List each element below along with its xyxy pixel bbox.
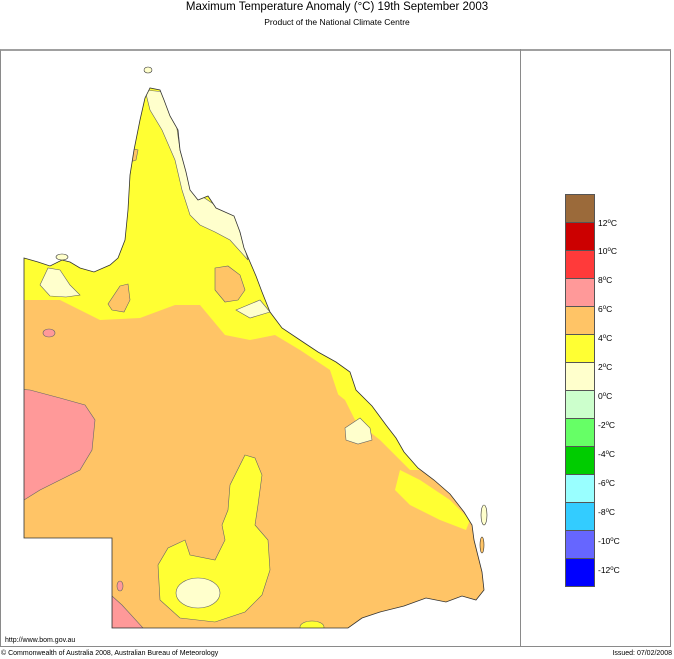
- legend-swatch-0-2: [566, 363, 594, 391]
- legend-swatch-gt12: [566, 195, 594, 223]
- legend-swatch-m10-m8: [566, 503, 594, 531]
- legend-tick: 12oC: [598, 218, 617, 228]
- legend-tick: -2oC: [598, 420, 616, 430]
- legend-tick: -12oC: [598, 565, 620, 575]
- bom-url-link[interactable]: http://www.bom.gov.au: [5, 637, 76, 644]
- legend-swatch-m6-m4: [566, 447, 594, 475]
- legend-swatch-m12-m10: [566, 531, 594, 559]
- copyright-text: © Commonwealth of Australia 2008, Austra…: [1, 650, 219, 657]
- legend-tick: -6oC: [598, 478, 616, 488]
- map-subtitle: Product of the National Climate Centre: [264, 17, 410, 27]
- legend-tick: 6oC: [598, 304, 613, 314]
- map-title: Maximum Temperature Anomaly (°C) 19th Se…: [185, 1, 489, 13]
- legend-swatch-2-4: [566, 335, 594, 363]
- map-frame: [0, 49, 671, 647]
- legend-swatch-8-10: [566, 251, 594, 279]
- legend-swatch-m4-m2: [566, 419, 594, 447]
- legend-tick: 2oC: [598, 362, 613, 372]
- legend-swatch-m8-m6: [566, 475, 594, 503]
- frame-divider: [520, 49, 521, 647]
- legend-tick: -8oC: [598, 507, 616, 517]
- queensland-anomaly-map: [23, 66, 488, 629]
- legend-tick: 10oC: [598, 246, 617, 256]
- legend-swatch-6-8: [566, 279, 594, 307]
- legend-swatch-4-6: [566, 307, 594, 335]
- color-legend: [565, 194, 595, 587]
- legend-tick: 4oC: [598, 333, 613, 343]
- legend-swatch-lt-m12: [566, 559, 594, 587]
- legend-tick: -10oC: [598, 536, 620, 546]
- legend-tick: -4oC: [598, 449, 616, 459]
- legend-swatch-m2-0: [566, 391, 594, 419]
- issued-date: Issued: 07/02/2008: [612, 650, 672, 657]
- legend-tick: 0oC: [598, 391, 613, 401]
- legend-tick: 8oC: [598, 275, 613, 285]
- legend-swatch-10-12: [566, 223, 594, 251]
